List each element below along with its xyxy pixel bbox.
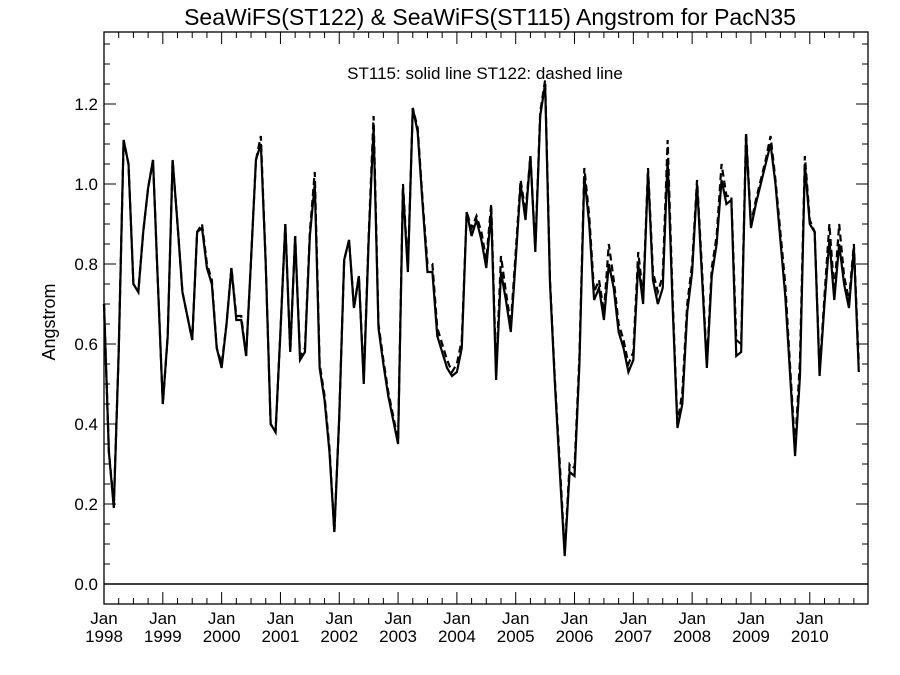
x-tick-year-label: 2004 [438, 627, 476, 646]
x-tick-year-label: 2000 [203, 627, 241, 646]
x-tick-month-label: Jan [678, 609, 705, 628]
x-tick-month-label: Jan [796, 609, 823, 628]
x-tick-month-label: Jan [326, 609, 353, 628]
y-tick-label: 0.6 [74, 335, 98, 354]
x-tick-year-label: 2007 [614, 627, 652, 646]
x-tick-year-label: 2005 [497, 627, 535, 646]
y-tick-label: 0.4 [74, 415, 98, 434]
x-tick-month-label: Jan [620, 609, 647, 628]
x-tick-month-label: Jan [208, 609, 235, 628]
y-tick-label: 0.8 [74, 255, 98, 274]
x-tick-month-label: Jan [149, 609, 176, 628]
axes-ticks [103, 32, 868, 604]
y-axis-label: Angstrom [39, 283, 59, 360]
x-tick-month-label: Jan [737, 609, 764, 628]
x-tick-year-label: 2003 [379, 627, 417, 646]
y-tick-label: 1.0 [74, 175, 98, 194]
x-tick-month-label: Jan [561, 609, 588, 628]
y-tick-label: 0.2 [74, 495, 98, 514]
x-tick-year-label: 1999 [144, 627, 182, 646]
series-line-solid [102, 83, 860, 557]
line-style-annotation: ST115: solid line ST122: dashed line [347, 64, 623, 83]
x-tick-year-label: 2006 [556, 627, 594, 646]
x-tick-year-label: 2010 [791, 627, 829, 646]
x-tick-year-label: 2002 [320, 627, 358, 646]
x-tick-year-label: 2009 [732, 627, 770, 646]
chart-title: SeaWiFS(ST122) & SeaWiFS(ST115) Angstrom… [184, 4, 796, 30]
series-lines [102, 79, 860, 557]
x-tick-month-label: Jan [384, 609, 411, 628]
x-tick-month-label: Jan [443, 609, 470, 628]
x-tick-month-label: Jan [90, 609, 117, 628]
x-tick-year-label: 1998 [85, 627, 123, 646]
y-tick-label: 0.0 [74, 575, 98, 594]
tick-labels: 0.00.20.40.60.81.01.2Jan1998Jan1999Jan20… [74, 95, 828, 646]
y-tick-label: 1.2 [74, 95, 98, 114]
x-tick-month-label: Jan [502, 609, 529, 628]
x-tick-month-label: Jan [267, 609, 294, 628]
plot-frame [103, 31, 869, 605]
x-tick-year-label: 2008 [673, 627, 711, 646]
x-tick-year-label: 2001 [262, 627, 300, 646]
